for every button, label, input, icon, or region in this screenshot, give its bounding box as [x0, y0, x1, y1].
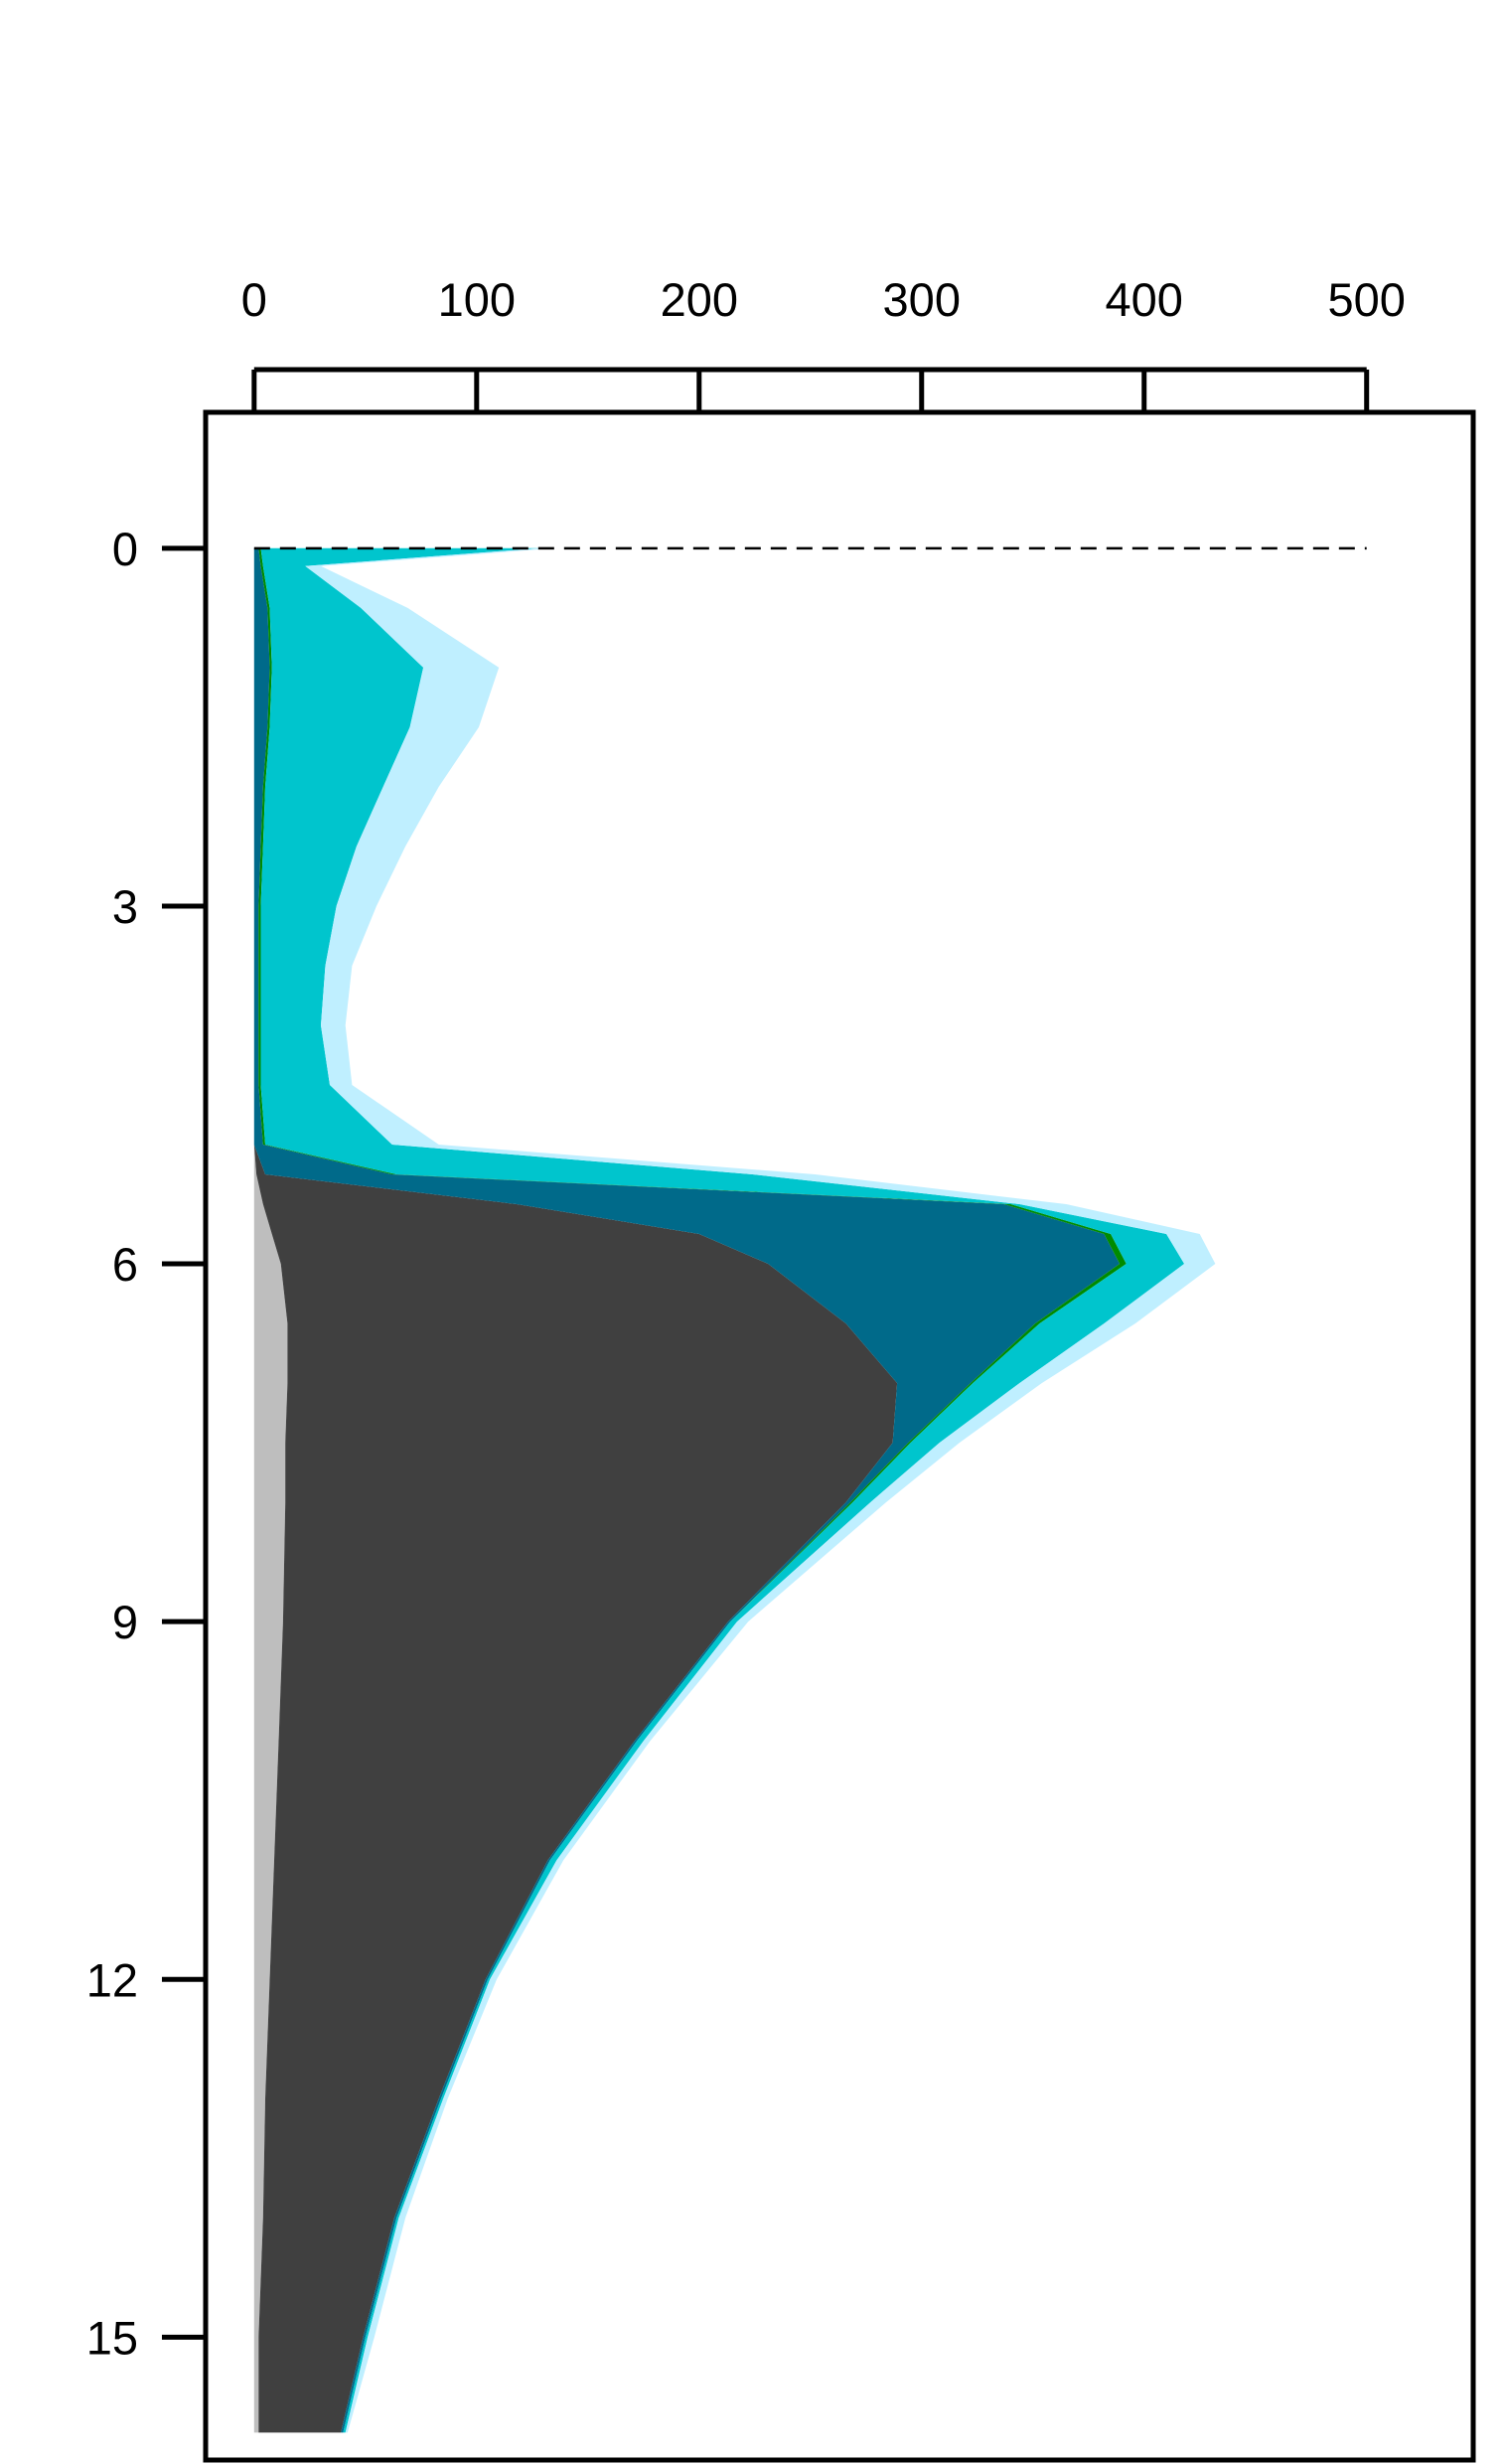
y-tick-label: 0	[112, 523, 138, 575]
x-tick-label: 500	[1328, 273, 1406, 326]
plot-frame	[203, 409, 1476, 2463]
x-tick-label: 0	[241, 273, 267, 326]
x-tick-label: 200	[661, 273, 738, 326]
y-tick-label: 3	[112, 880, 138, 933]
plot-area	[253, 547, 1216, 2433]
x-tick-label: 300	[883, 273, 961, 326]
y-tick-label: 15	[86, 2311, 138, 2364]
y-tick-label: 12	[86, 1953, 138, 2006]
x-tick-label: 100	[438, 273, 516, 326]
y-tick-label: 9	[112, 1596, 138, 1648]
x-tick-label: 400	[1106, 273, 1183, 326]
y-tick-label: 6	[112, 1238, 138, 1291]
area	[253, 547, 288, 2433]
area	[253, 547, 898, 2433]
area	[260, 547, 1185, 2433]
area	[305, 547, 1216, 2433]
